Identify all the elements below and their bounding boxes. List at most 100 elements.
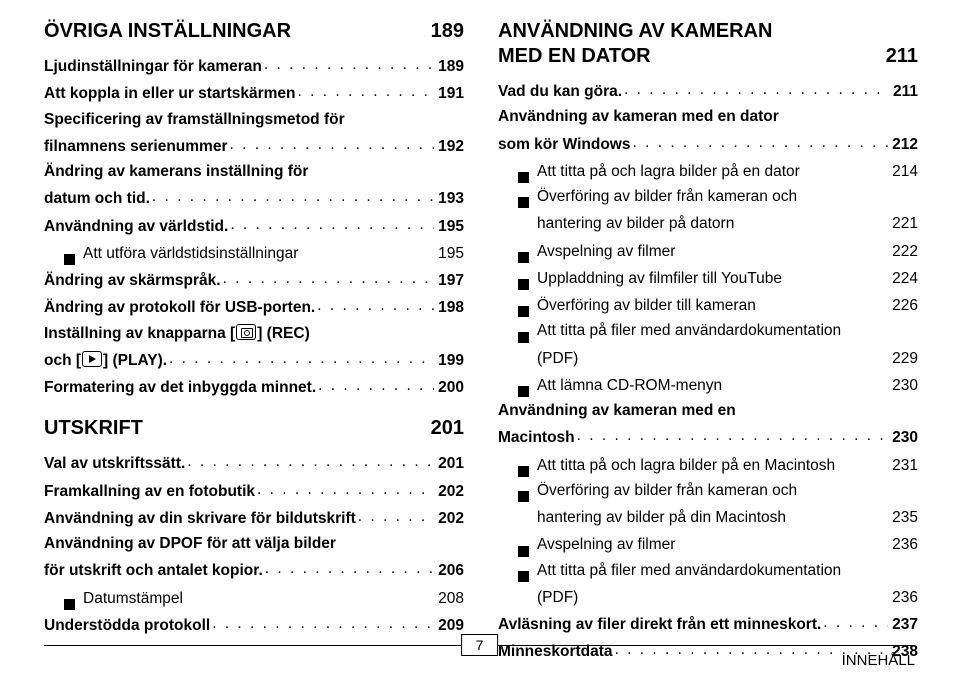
toc-subentry: Att lämna CD-ROM-menyn . 230 (498, 372, 918, 397)
toc-entry: Användning av världstid. . . . . . . . .… (44, 213, 464, 238)
entry-page: 224 (890, 267, 918, 290)
toc-subentry: Avspelning av filmer . 222 (498, 238, 918, 263)
entry-label: Ljudinställningar för kameran (44, 55, 262, 78)
leader-dots: . . . . . . . . . . . . . . . . . . . . … (229, 133, 434, 158)
toc-subentry: hantering av bilder på din Macintosh . 2… (498, 504, 918, 529)
toc-entry: som kör Windows . . . . . . . . . . . . … (498, 131, 918, 156)
toc-subentry: Överföring av bilder till kameran . 226 (498, 292, 918, 317)
entry-page: 226 (890, 294, 918, 317)
entry-page: 199 (436, 349, 464, 372)
leader-dots: . . . . . . . . . . . . . . . . . . . . … (212, 612, 434, 637)
footer-label: INNEHÅLL (842, 652, 915, 669)
heading-title: ANVÄNDNING AV KAMERAN (498, 20, 772, 43)
bullet-icon (518, 491, 529, 502)
entry-label: Användning av kameran med en dator (498, 105, 779, 128)
entry-label: Inställning av knapparna [] (REC) (44, 322, 310, 345)
play-icon (82, 351, 102, 367)
entry-label: Överföring av bilder från kameran och (537, 479, 797, 502)
text-fragment: ] (REC) (257, 325, 310, 342)
leader-dots: . . . . . . . . . . . . . . . . . . . . … (187, 450, 434, 475)
toc-entry: Understödda protokoll . . . . . . . . . … (44, 612, 464, 637)
toc-entry: Att koppla in eller ur startskärmen . . … (44, 80, 464, 105)
leader-dots: . . . . . . . . . . . . . . . . . . . . … (223, 267, 435, 292)
bullet-icon (64, 599, 75, 610)
camera-icon (236, 324, 256, 340)
toc-subentry: Överföring av bilder från kameran och (498, 479, 918, 502)
entry-label: (PDF) (537, 586, 578, 609)
leader-dots: . . . . . . . . . . . . . . . . . . . . … (823, 611, 888, 636)
entry-label: Att titta på filer med användardokumenta… (537, 319, 841, 342)
entry-label: Att koppla in eller ur startskärmen (44, 82, 296, 105)
toc-entry: datum och tid. . . . . . . . . . . . . .… (44, 185, 464, 210)
toc-subentry: Att titta på filer med användardokumenta… (498, 319, 918, 342)
toc-subentry: Avspelning av filmer . 236 (498, 531, 918, 556)
toc-entry: Vad du kan göra. . . . . . . . . . . . .… (498, 78, 918, 103)
entry-page: 197 (436, 269, 464, 292)
entry-page: 191 (436, 82, 464, 105)
toc-entry: för utskrift och antalet kopior. . . . .… (44, 557, 464, 582)
heading-title: ÖVRIGA INSTÄLLNINGAR (44, 20, 291, 43)
toc-entry: Användning av din skrivare för bildutskr… (44, 505, 464, 530)
entry-label: Framkallning av en fotobutik (44, 480, 255, 503)
leader-dots: . . . . . . . . . . . . . . . . . . . . … (318, 374, 434, 399)
section-heading-settings: ÖVRIGA INSTÄLLNINGAR 189 (44, 20, 464, 43)
entry-label: Understödda protokoll (44, 614, 210, 637)
heading-title: MED EN DATOR (498, 45, 651, 68)
bullet-icon (518, 571, 529, 582)
toc-entry: filnamnens serienummer . . . . . . . . .… (44, 133, 464, 158)
section-heading-print: UTSKRIFT 201 (44, 417, 464, 440)
entry-page: 214 (890, 160, 918, 183)
entry-page: 193 (436, 187, 464, 210)
entry-label: Datumstämpel (83, 587, 183, 610)
entry-page: 211 (891, 80, 918, 103)
leader-dots: . . . . . . . . . . . . . . . . . . . . … (358, 505, 434, 530)
toc-entry: Framkallning av en fotobutik . . . . . .… (44, 478, 464, 503)
bullet-icon (518, 279, 529, 290)
footer: 7 INNEHÅLL (44, 645, 915, 669)
entry-page: 192 (436, 135, 464, 158)
entry-page: 230 (890, 426, 918, 449)
entry-label: som kör Windows (498, 133, 630, 156)
right-column: ANVÄNDNING AV KAMERAN MED EN DATOR 211 V… (498, 18, 918, 666)
entry-page: 200 (436, 376, 464, 399)
leader-dots: . . . . . . . . . . . . . . . . . . . . … (265, 557, 434, 582)
entry-page: 195 (436, 215, 464, 238)
entry-page: 201 (436, 452, 464, 475)
entry-label: filnamnens serienummer (44, 135, 227, 158)
entry-label: Att utföra världstidsinställningar (83, 242, 298, 265)
toc-entry: Inställning av knapparna [] (REC) (44, 322, 464, 345)
leader-dots: . . . . . . . . . . . . . . . . . . . . … (257, 478, 434, 503)
entry-page: 198 (436, 296, 464, 319)
entry-page: 202 (436, 480, 464, 503)
entry-label: Formatering av det inbyggda minnet. (44, 376, 316, 399)
toc-entry: Macintosh . . . . . . . . . . . . . . . … (498, 424, 918, 449)
toc-entry: Ändring av kamerans inställning för (44, 160, 464, 183)
entry-page: 221 (890, 212, 918, 235)
entry-label: Att titta på och lagra bilder på en dato… (537, 160, 800, 183)
leader-dots: . . . . . . . . . . . . . . . . . . . . … (230, 213, 434, 238)
entry-label: hantering av bilder på din Macintosh (537, 506, 786, 529)
bullet-icon (518, 546, 529, 557)
entry-label: Överföring av bilder från kameran och (537, 185, 797, 208)
toc-subentry: hantering av bilder på datorn . 221 (498, 210, 918, 235)
toc-entry: Ljudinställningar för kameran . . . . . … (44, 53, 464, 78)
toc-entry: Ändring av protokoll för USB-porten. . .… (44, 294, 464, 319)
entry-label: Avspelning av filmer (537, 533, 675, 556)
toc-entry: Användning av DPOF för att välja bilder (44, 532, 464, 555)
bullet-icon (518, 386, 529, 397)
entry-page: 222 (890, 240, 918, 263)
entry-page: 212 (890, 133, 918, 156)
toc-subentry: Att titta på och lagra bilder på en Maci… (498, 452, 918, 477)
entry-page: 237 (890, 613, 918, 636)
leader-dots: . . . . . . . . . . . . . . . . . . . . … (264, 53, 434, 78)
entry-page: 195 (436, 242, 464, 265)
entry-label: Ändring av kamerans inställning för (44, 160, 308, 183)
section-heading-camera-use-2: MED EN DATOR 211 (498, 45, 918, 68)
entry-label: Att titta på filer med användardokumenta… (537, 559, 841, 582)
entry-label: Macintosh (498, 426, 575, 449)
toc-entry: Användning av kameran med en (498, 399, 918, 422)
entry-label: Avspelning av filmer (537, 240, 675, 263)
leader-dots: . . . . . . . . . . . . . . . . . . . . … (298, 80, 435, 105)
leader-dots: . . . . . . . . . . . . . . . . . . . . … (632, 131, 888, 156)
toc-subentry: Att utföra världstidsinställningar . 195 (44, 240, 464, 265)
